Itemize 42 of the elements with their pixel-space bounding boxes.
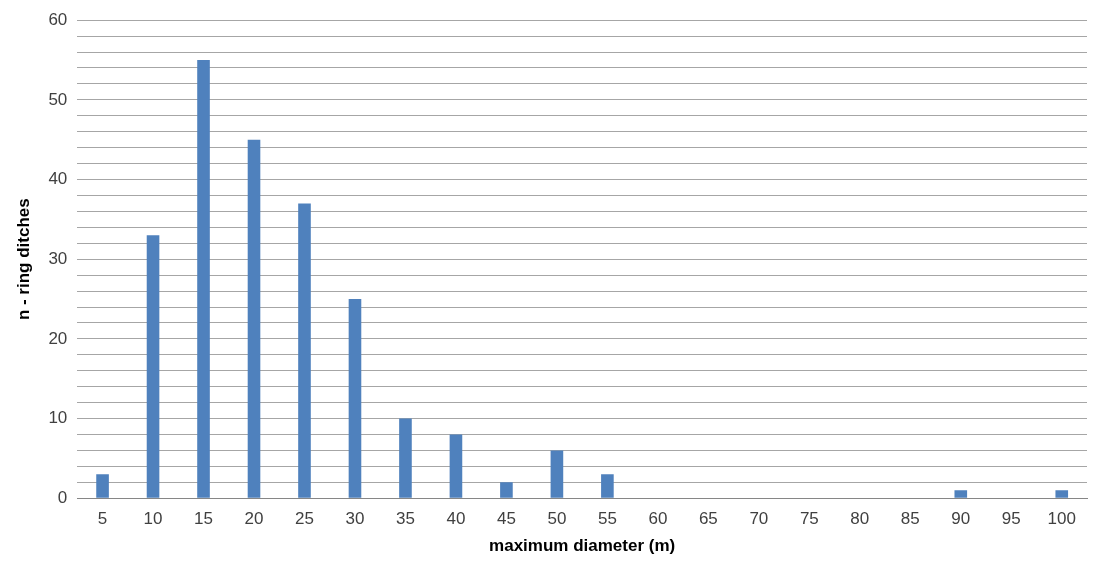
bar [197, 60, 210, 498]
x-tick-label: 15 [194, 509, 213, 529]
x-tick-label: 45 [496, 509, 516, 529]
x-tick-label: 70 [749, 509, 769, 529]
x-tick-label: 5 [97, 509, 108, 529]
y-tick-label: 0 [57, 487, 68, 507]
bar [298, 203, 311, 498]
x-tick-label: 65 [698, 509, 718, 529]
x-tick-label: 90 [951, 509, 971, 529]
x-tick-label: 95 [1001, 509, 1021, 529]
x-axis-title: maximum diameter (m) [489, 536, 676, 556]
x-tick-label: 75 [799, 509, 819, 529]
x-tick-label: 40 [446, 509, 466, 529]
y-tick-label: 30 [48, 248, 68, 268]
y-axis-title: n - ring ditches [13, 198, 33, 321]
bar [500, 482, 513, 498]
x-tick-label: 85 [900, 509, 920, 529]
x-tick-label: 20 [244, 509, 264, 529]
x-tick-label: 80 [850, 509, 870, 529]
y-tick-label: 40 [48, 169, 68, 189]
bar [96, 474, 109, 498]
bar [247, 139, 261, 498]
x-tick-label: 60 [648, 509, 668, 529]
x-tick-label: 35 [396, 509, 415, 529]
y-tick-label: 60 [48, 9, 68, 29]
bar [1055, 490, 1069, 498]
bar [550, 450, 564, 498]
x-tick-label: 30 [345, 509, 365, 529]
y-tick-label: 20 [48, 328, 68, 348]
x-tick-label: 55 [597, 509, 617, 529]
bar [399, 418, 412, 498]
y-tick-label: 10 [48, 408, 68, 428]
y-tick-label: 50 [48, 89, 68, 109]
x-tick-label: 25 [295, 509, 314, 529]
bar [449, 434, 463, 498]
bar [348, 299, 362, 498]
x-tick-label: 50 [547, 509, 567, 529]
bar [146, 235, 160, 498]
x-tick-label: 10 [143, 509, 163, 529]
x-tick-label: 100 [1047, 509, 1076, 529]
bar [954, 490, 968, 498]
bar [601, 474, 614, 498]
